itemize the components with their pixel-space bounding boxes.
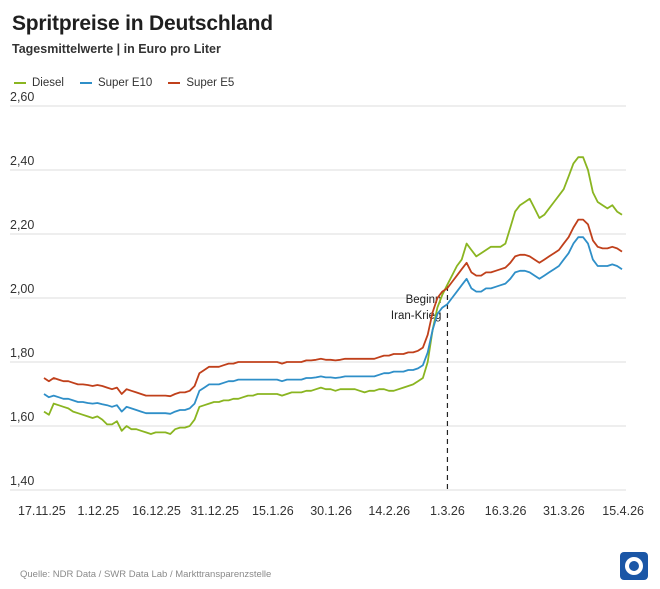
chart-subtitle: Tagesmittelwerte | in Euro pro Liter [12,42,221,56]
x-tick-label: 16.12.25 [132,504,181,518]
x-tick-label: 16.3.26 [485,504,527,518]
x-tick-label: 31.3.26 [543,504,585,518]
x-tick-label: 30.1.26 [310,504,352,518]
legend-label-diesel: Diesel [32,77,64,89]
y-tick-label: 2,20 [10,218,34,232]
series-line-super-e5 [43,218,623,398]
x-tick-label: 17.11.25 [18,504,66,518]
annotation-label: Iran-Krieg [391,310,442,322]
legend-item-super-e10: Super E10 [79,77,153,89]
legend-swatch-diesel [14,82,26,84]
tagesschau-logo-icon [620,552,648,580]
series-line-diesel [43,156,623,435]
legend-label-super-e5: Super E5 [186,77,235,89]
legend-item-super-e5: Super E5 [168,77,234,89]
y-tick-label: 1,80 [10,346,34,360]
legend-label-super-e10: Super E10 [97,77,153,89]
y-tick-label: 1,40 [10,474,34,488]
x-tick-label: 15.1.26 [252,504,294,518]
y-tick-label: 2,60 [10,90,34,104]
y-tick-label: 1,60 [10,410,34,424]
series-line-super-e10 [43,236,623,415]
x-tick-label: 15.4.26 [602,504,644,518]
y-tick-label: 2,00 [10,282,34,296]
source-note: Quelle: NDR Data / SWR Data Lab / Marktt… [20,569,272,580]
annotation-label: Beginn [406,294,442,306]
x-tick-label: 14.2.26 [368,504,410,518]
legend-item-diesel: Diesel [14,77,64,89]
x-tick-label: 1.12.25 [77,504,119,518]
legend-swatch-super-e10 [79,82,92,84]
y-tick-label: 2,40 [10,154,34,168]
legend: Diesel Super E10 Super E5 [14,77,234,89]
x-tick-label: 31.12.25 [190,504,239,518]
x-tick-label: 1.3.26 [430,504,465,518]
legend-swatch-super-e5 [168,82,181,84]
chart-title: Spritpreise in Deutschland [12,12,273,35]
